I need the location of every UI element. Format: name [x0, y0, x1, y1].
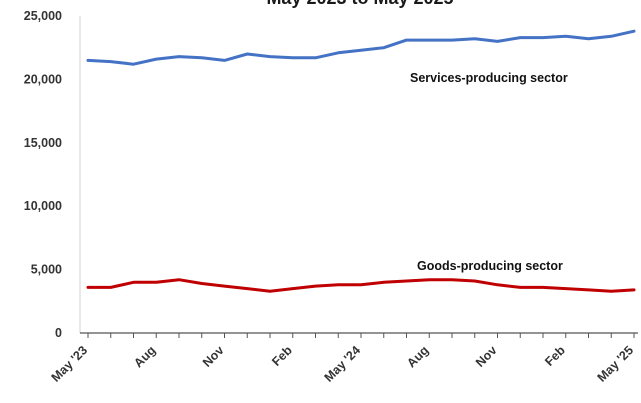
- series-label-services: Services-producing sector: [410, 71, 568, 85]
- x-tick-label: Nov: [200, 343, 227, 370]
- y-tick-label: 0: [55, 326, 62, 340]
- x-tick-label: Feb: [542, 343, 568, 369]
- x-tick-label: Aug: [131, 343, 158, 370]
- x-tick-label: May '24: [322, 343, 364, 385]
- series-label-goods: Goods-producing sector: [417, 259, 563, 273]
- x-tick-labels: May '23 Aug Nov Feb May '24 Aug Nov Feb May '25: [49, 333, 637, 385]
- chart-title: May 2023 to May 2025: [266, 0, 453, 8]
- y-tick-labels: 0 5,000 10,000 15,000 20,000 25,000: [24, 9, 62, 340]
- series-lines: [86, 29, 636, 293]
- x-tick-label: May '25: [595, 343, 637, 385]
- x-tick-label: Feb: [269, 343, 295, 369]
- series-line-services: [86, 29, 636, 66]
- y-tick-label: 15,000: [24, 136, 62, 150]
- y-tick-label: 10,000: [24, 199, 62, 213]
- y-tick-label: 25,000: [24, 9, 62, 23]
- series-line-goods: [86, 278, 636, 293]
- x-tick-label: Nov: [473, 343, 500, 370]
- y-tick-label: 5,000: [31, 263, 62, 277]
- y-tick-label: 20,000: [24, 72, 62, 86]
- x-tick-label: May '23: [49, 343, 91, 385]
- x-tick-label: Aug: [404, 343, 431, 370]
